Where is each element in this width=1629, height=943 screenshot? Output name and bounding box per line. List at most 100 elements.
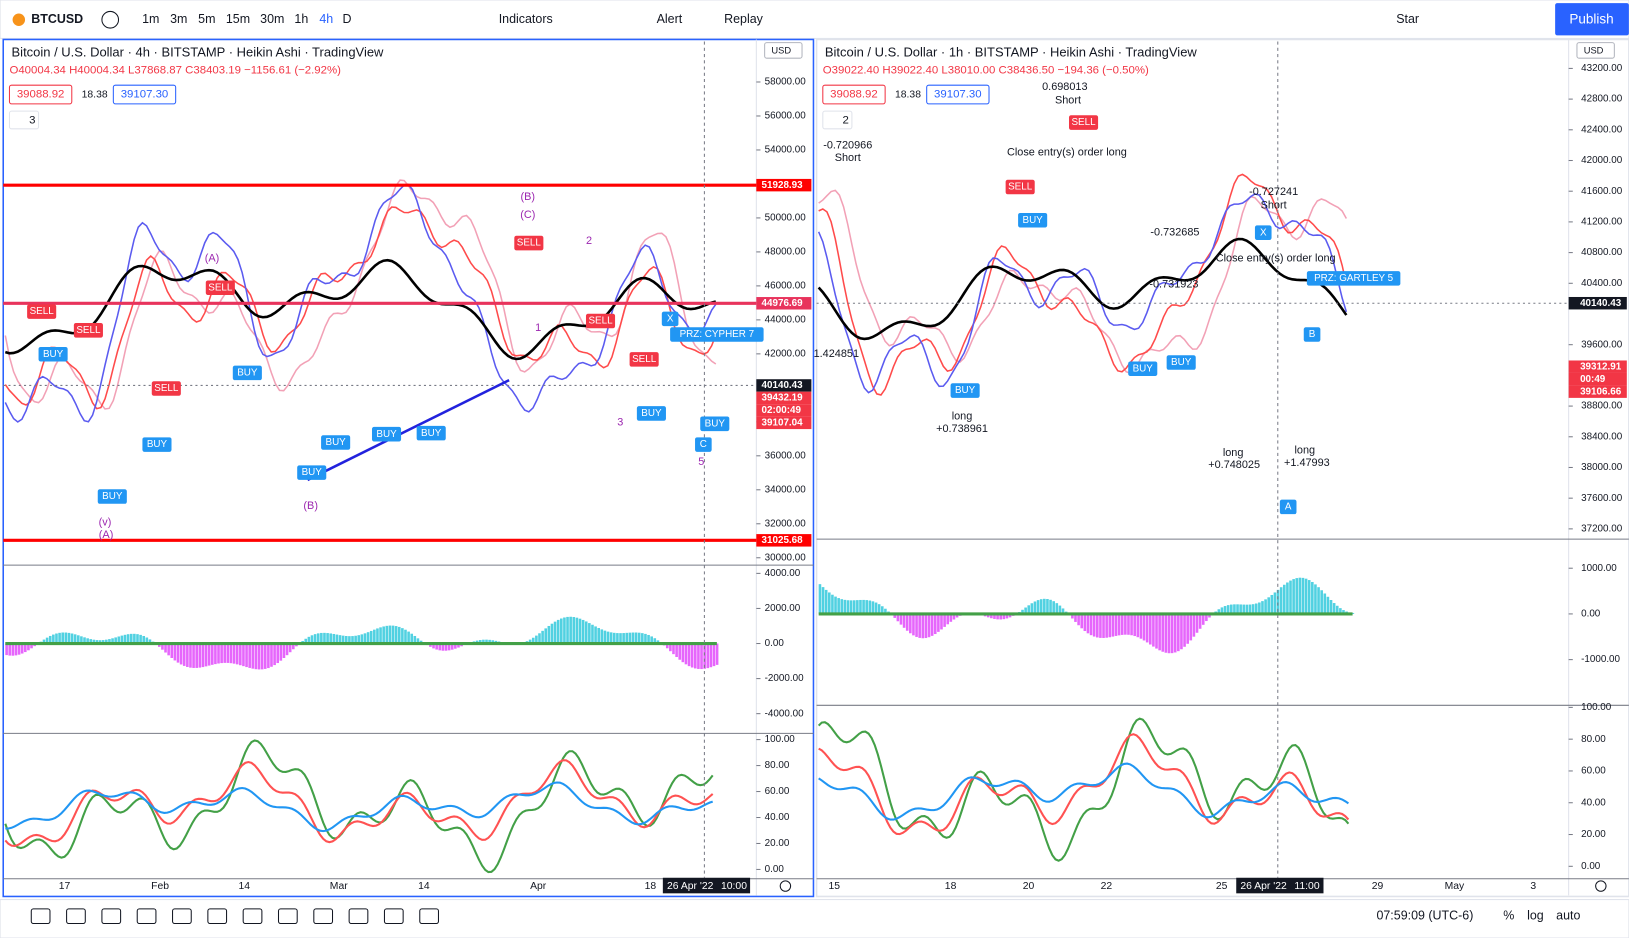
- indicator-count[interactable]: 3: [29, 115, 35, 127]
- histogram-sketch: [8, 644, 11, 656]
- histogram-sketch: [1320, 590, 1323, 614]
- indicator-count[interactable]: 2: [842, 115, 848, 127]
- interval-button[interactable]: 3m: [170, 12, 187, 26]
- histogram-sketch: [1093, 614, 1096, 637]
- histogram-sketch: [255, 644, 258, 670]
- bid-price[interactable]: 39088.92: [17, 89, 65, 101]
- symbol[interactable]: BTCUSD: [31, 12, 83, 26]
- histogram-sketch: [819, 584, 822, 614]
- price-tick-label: -4000.00: [765, 708, 804, 719]
- price-tick-label: 0.00: [1581, 609, 1601, 620]
- price-tag-label: 40140.43: [762, 380, 804, 391]
- histogram-sketch: [934, 614, 937, 634]
- annotation: Short: [1261, 200, 1287, 212]
- histogram-sketch: [579, 619, 582, 644]
- alert-button[interactable]: Alert: [657, 12, 683, 26]
- log-toggle[interactable]: log: [1527, 908, 1544, 922]
- histogram-sketch: [682, 644, 685, 663]
- histogram-sketch: [918, 614, 921, 638]
- histogram-sketch: [1099, 614, 1102, 638]
- histogram-sketch: [915, 614, 918, 637]
- histogram-sketch: [242, 644, 245, 667]
- histogram-sketch: [1274, 592, 1277, 613]
- histogram-sketch: [1171, 614, 1174, 653]
- histogram-sketch: [594, 626, 597, 643]
- price-tick-label: 54000.00: [765, 145, 807, 156]
- ask-price[interactable]: 39107.30: [121, 89, 169, 101]
- histogram-sketch: [837, 598, 840, 614]
- annotation: +0.738961: [936, 423, 988, 435]
- annotation: SELL: [632, 354, 657, 365]
- price-tag-label: 39106.66: [1580, 386, 1622, 397]
- histogram-sketch: [1052, 601, 1055, 614]
- histogram-sketch: [706, 644, 709, 669]
- annotation: BUY: [705, 418, 726, 429]
- interval-button[interactable]: 1m: [142, 12, 159, 26]
- price-tick-label: 40.00: [1581, 797, 1606, 808]
- histogram-sketch: [1327, 597, 1330, 614]
- histogram-sketch: [572, 617, 575, 643]
- price-tick-label: 80.00: [1581, 734, 1606, 745]
- replay-button[interactable]: Replay: [724, 12, 764, 26]
- interval-button[interactable]: 15m: [226, 12, 250, 26]
- histogram-sketch: [248, 644, 251, 668]
- price-tick-label: 0.00: [765, 864, 785, 875]
- histogram-sketch: [825, 590, 828, 614]
- auto-toggle[interactable]: auto: [1556, 908, 1580, 922]
- histogram-sketch: [1196, 614, 1199, 633]
- price-tick-label: 40400.00: [1581, 278, 1623, 289]
- interval-button[interactable]: 1h: [294, 12, 308, 26]
- histogram-sketch: [541, 631, 544, 644]
- publish-label[interactable]: Publish: [1569, 11, 1613, 26]
- histogram-sketch: [68, 633, 71, 644]
- crosshair-date: 26 Apr '22: [1240, 881, 1287, 892]
- time-label: 18: [645, 881, 657, 892]
- histogram-sketch: [875, 603, 878, 614]
- price-tag-label: 00:49: [1580, 374, 1606, 385]
- histogram-sketch: [15, 644, 18, 656]
- price-tick-label: 38800.00: [1581, 401, 1623, 412]
- histogram-sketch: [217, 644, 220, 664]
- currency[interactable]: USD: [771, 45, 791, 55]
- indicators-button[interactable]: Indicators: [499, 12, 553, 26]
- time-label: 29: [1372, 881, 1384, 892]
- percent-toggle[interactable]: %: [1503, 908, 1514, 922]
- histogram-sketch: [613, 633, 616, 644]
- price-tick-label: -2000.00: [765, 673, 804, 684]
- interval-button[interactable]: 4h: [319, 12, 333, 26]
- histogram-sketch: [189, 644, 192, 668]
- price-tick-label: 60.00: [1581, 766, 1606, 777]
- spread: 18.38: [82, 89, 108, 100]
- histogram-sketch: [398, 627, 401, 644]
- histogram-sketch: [844, 600, 847, 614]
- histogram-sketch: [828, 592, 831, 613]
- histogram-sketch: [716, 644, 719, 665]
- interval-button[interactable]: 30m: [260, 12, 284, 26]
- histogram-sketch: [1049, 600, 1052, 614]
- interval-button[interactable]: D: [343, 12, 352, 26]
- histogram-sketch: [186, 644, 189, 667]
- layout-name[interactable]: Star: [1396, 12, 1419, 26]
- histogram-sketch: [401, 628, 404, 643]
- ask-price[interactable]: 39107.30: [934, 89, 982, 101]
- price-tick-label: 46000.00: [765, 281, 807, 292]
- annotation: BUY: [376, 429, 397, 440]
- symbol-icon: [13, 14, 25, 26]
- histogram-sketch: [588, 623, 591, 643]
- time-label: 18: [945, 881, 957, 892]
- histogram-sketch: [1271, 595, 1274, 614]
- spread: 18.38: [895, 89, 921, 100]
- annotation: (v): [99, 516, 112, 528]
- chart-title: Bitcoin / U.S. Dollar · 1h · BITSTAMP · …: [825, 44, 1198, 59]
- currency[interactable]: USD: [1584, 45, 1604, 55]
- bid-price[interactable]: 39088.92: [830, 89, 878, 101]
- histogram-sketch: [195, 644, 198, 668]
- interval-button[interactable]: 5m: [198, 12, 215, 26]
- histogram-sketch: [1077, 614, 1080, 625]
- histogram-sketch: [1108, 614, 1111, 637]
- price-tick-label: 0.00: [765, 638, 785, 649]
- histogram-sketch: [1258, 602, 1261, 613]
- price-tag-label: 39312.91: [1580, 361, 1622, 372]
- annotation: SELL: [208, 282, 233, 293]
